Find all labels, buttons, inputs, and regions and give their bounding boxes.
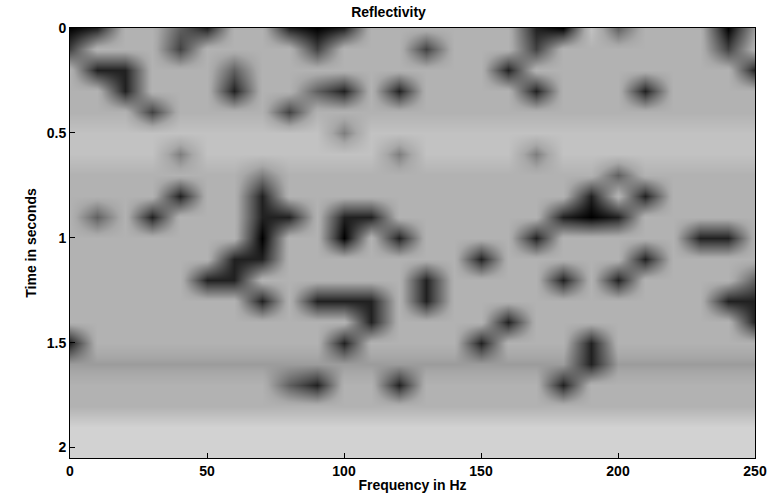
svg-text:Frequency in Hz: Frequency in Hz bbox=[358, 477, 466, 493]
svg-text:1: 1 bbox=[58, 230, 66, 246]
svg-text:0: 0 bbox=[66, 463, 74, 479]
svg-text:250: 250 bbox=[743, 463, 767, 479]
svg-text:Reflectivity: Reflectivity bbox=[351, 4, 426, 20]
svg-text:150: 150 bbox=[469, 463, 493, 479]
svg-text:2: 2 bbox=[58, 439, 66, 455]
svg-text:200: 200 bbox=[606, 463, 630, 479]
svg-text:0: 0 bbox=[58, 20, 66, 36]
svg-text:Time in seconds: Time in seconds bbox=[23, 188, 39, 298]
svg-text:100: 100 bbox=[332, 463, 356, 479]
svg-text:0.5: 0.5 bbox=[47, 125, 67, 141]
svg-text:1.5: 1.5 bbox=[47, 335, 67, 351]
svg-text:50: 50 bbox=[199, 463, 215, 479]
